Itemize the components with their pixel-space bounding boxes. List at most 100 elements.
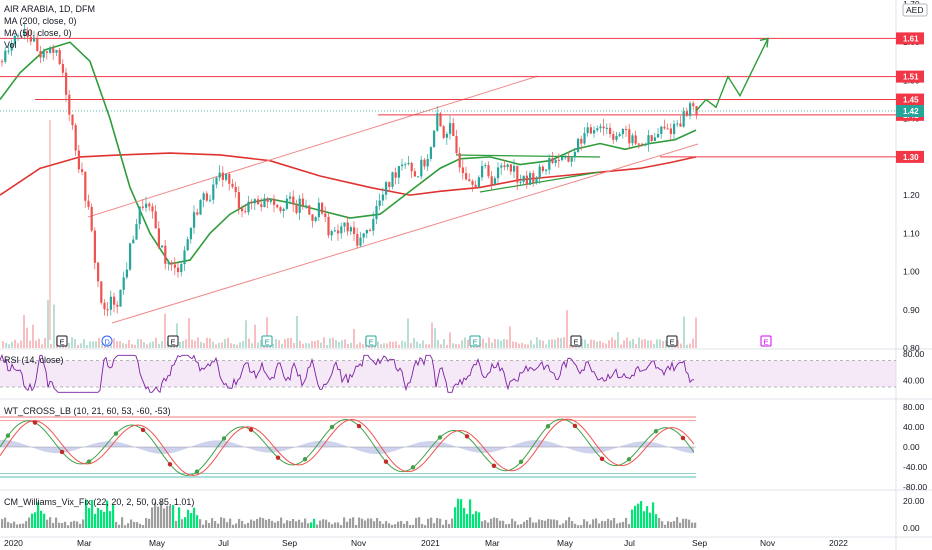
candle-body — [289, 196, 292, 199]
level-tag — [896, 70, 924, 83]
level-tags: 1.611.511.451.411.301.42 — [896, 32, 924, 163]
volume-bar — [641, 339, 643, 348]
candle-body — [388, 182, 391, 187]
candle-body — [154, 211, 157, 229]
candle-body — [615, 135, 618, 140]
candle-body — [279, 207, 282, 212]
volume-bar — [92, 341, 94, 348]
volume-bar — [296, 315, 298, 348]
candle-body — [372, 219, 375, 231]
candle-body — [186, 239, 189, 251]
vixfix-bar — [214, 521, 217, 528]
volume-bar — [584, 339, 586, 348]
candle-body — [10, 43, 13, 51]
vixfix-bar — [574, 523, 577, 528]
vixfix-bar — [109, 511, 112, 528]
candle-body — [417, 176, 420, 178]
vixfix-bar — [352, 517, 355, 528]
earnings-marker — [570, 335, 582, 347]
candle-body — [308, 205, 311, 215]
volume-bar — [182, 340, 184, 348]
candle-body — [513, 165, 516, 172]
candle-body — [212, 184, 215, 200]
candle-body — [205, 193, 208, 201]
volume-bar — [551, 339, 553, 348]
candle-body — [23, 30, 26, 37]
vixfix-bar — [250, 519, 253, 528]
candle-body — [660, 126, 663, 135]
volume-bar — [338, 342, 340, 348]
vixfix-bar — [316, 524, 319, 528]
vixfix-bar — [55, 517, 58, 528]
vixfix-bar — [319, 520, 322, 528]
candle-body — [487, 165, 490, 177]
vixfix-bar — [439, 518, 442, 528]
candle-body — [260, 204, 263, 207]
volume-bar — [122, 343, 124, 348]
candle-body — [397, 166, 400, 178]
vixfix-bar — [685, 518, 688, 528]
volume-bar — [638, 337, 640, 348]
candle-body — [573, 151, 576, 158]
event-marker-label: E — [60, 338, 65, 347]
vixfix-bar — [643, 511, 646, 528]
candle-body — [317, 202, 320, 218]
vixfix-bar — [196, 515, 199, 528]
volume-bar — [77, 344, 79, 348]
volume-bar — [560, 338, 562, 348]
currency-badge[interactable] — [902, 3, 928, 17]
volume-bar — [140, 339, 142, 348]
volume-bar — [653, 343, 655, 348]
vixfix-bar — [382, 523, 385, 528]
vixfix-bar — [625, 517, 628, 528]
channel-lines[interactable] — [87, 75, 699, 324]
vixfix-bar — [589, 524, 592, 528]
vixfix-bar — [283, 523, 286, 528]
candle-body — [241, 208, 244, 212]
vixfix-bar — [256, 518, 259, 528]
wt-line-2 — [0, 418, 695, 476]
volume-bar — [629, 340, 631, 348]
level-lines[interactable] — [0, 37, 896, 158]
projection-path[interactable] — [695, 37, 769, 112]
vixfix-bar — [409, 524, 412, 528]
volume-bar — [254, 324, 256, 348]
vixfix-bar — [694, 522, 697, 528]
vixfix-bar — [31, 513, 34, 528]
vixfix-bar — [628, 524, 631, 528]
vixfix-bar — [385, 521, 388, 528]
candle-body — [522, 175, 525, 182]
volume-bar — [614, 339, 616, 348]
x-tick-label: Jul — [624, 538, 635, 548]
candle-body — [570, 157, 573, 162]
volume-bar — [563, 337, 565, 348]
candle-body — [407, 162, 410, 165]
candle-body — [452, 123, 455, 137]
volume-bar — [632, 338, 634, 348]
vixfix-bar — [7, 522, 10, 528]
candle-body — [100, 281, 103, 303]
vixfix-bar — [40, 510, 43, 528]
vixfix-bar — [157, 506, 160, 528]
candle-body — [439, 113, 442, 127]
candle-body — [596, 128, 599, 131]
x-tick-label: Mar — [77, 538, 92, 548]
volume-bar — [98, 337, 100, 348]
candle-body — [404, 164, 407, 166]
volume-bar — [554, 339, 556, 348]
volume-bar — [275, 339, 277, 348]
vixfix-bar — [535, 522, 538, 528]
candle-body — [151, 206, 154, 212]
level-tag-label: 1.45 — [903, 96, 919, 105]
candle-body — [295, 204, 298, 213]
candle-body — [349, 227, 352, 232]
vixfix-bar — [673, 521, 676, 528]
candle-body — [663, 126, 666, 129]
vixfix-bar — [223, 518, 226, 528]
candle-body — [196, 212, 199, 215]
candle-body — [138, 206, 141, 225]
volume-bar — [569, 344, 571, 348]
volume-bar — [185, 339, 187, 348]
